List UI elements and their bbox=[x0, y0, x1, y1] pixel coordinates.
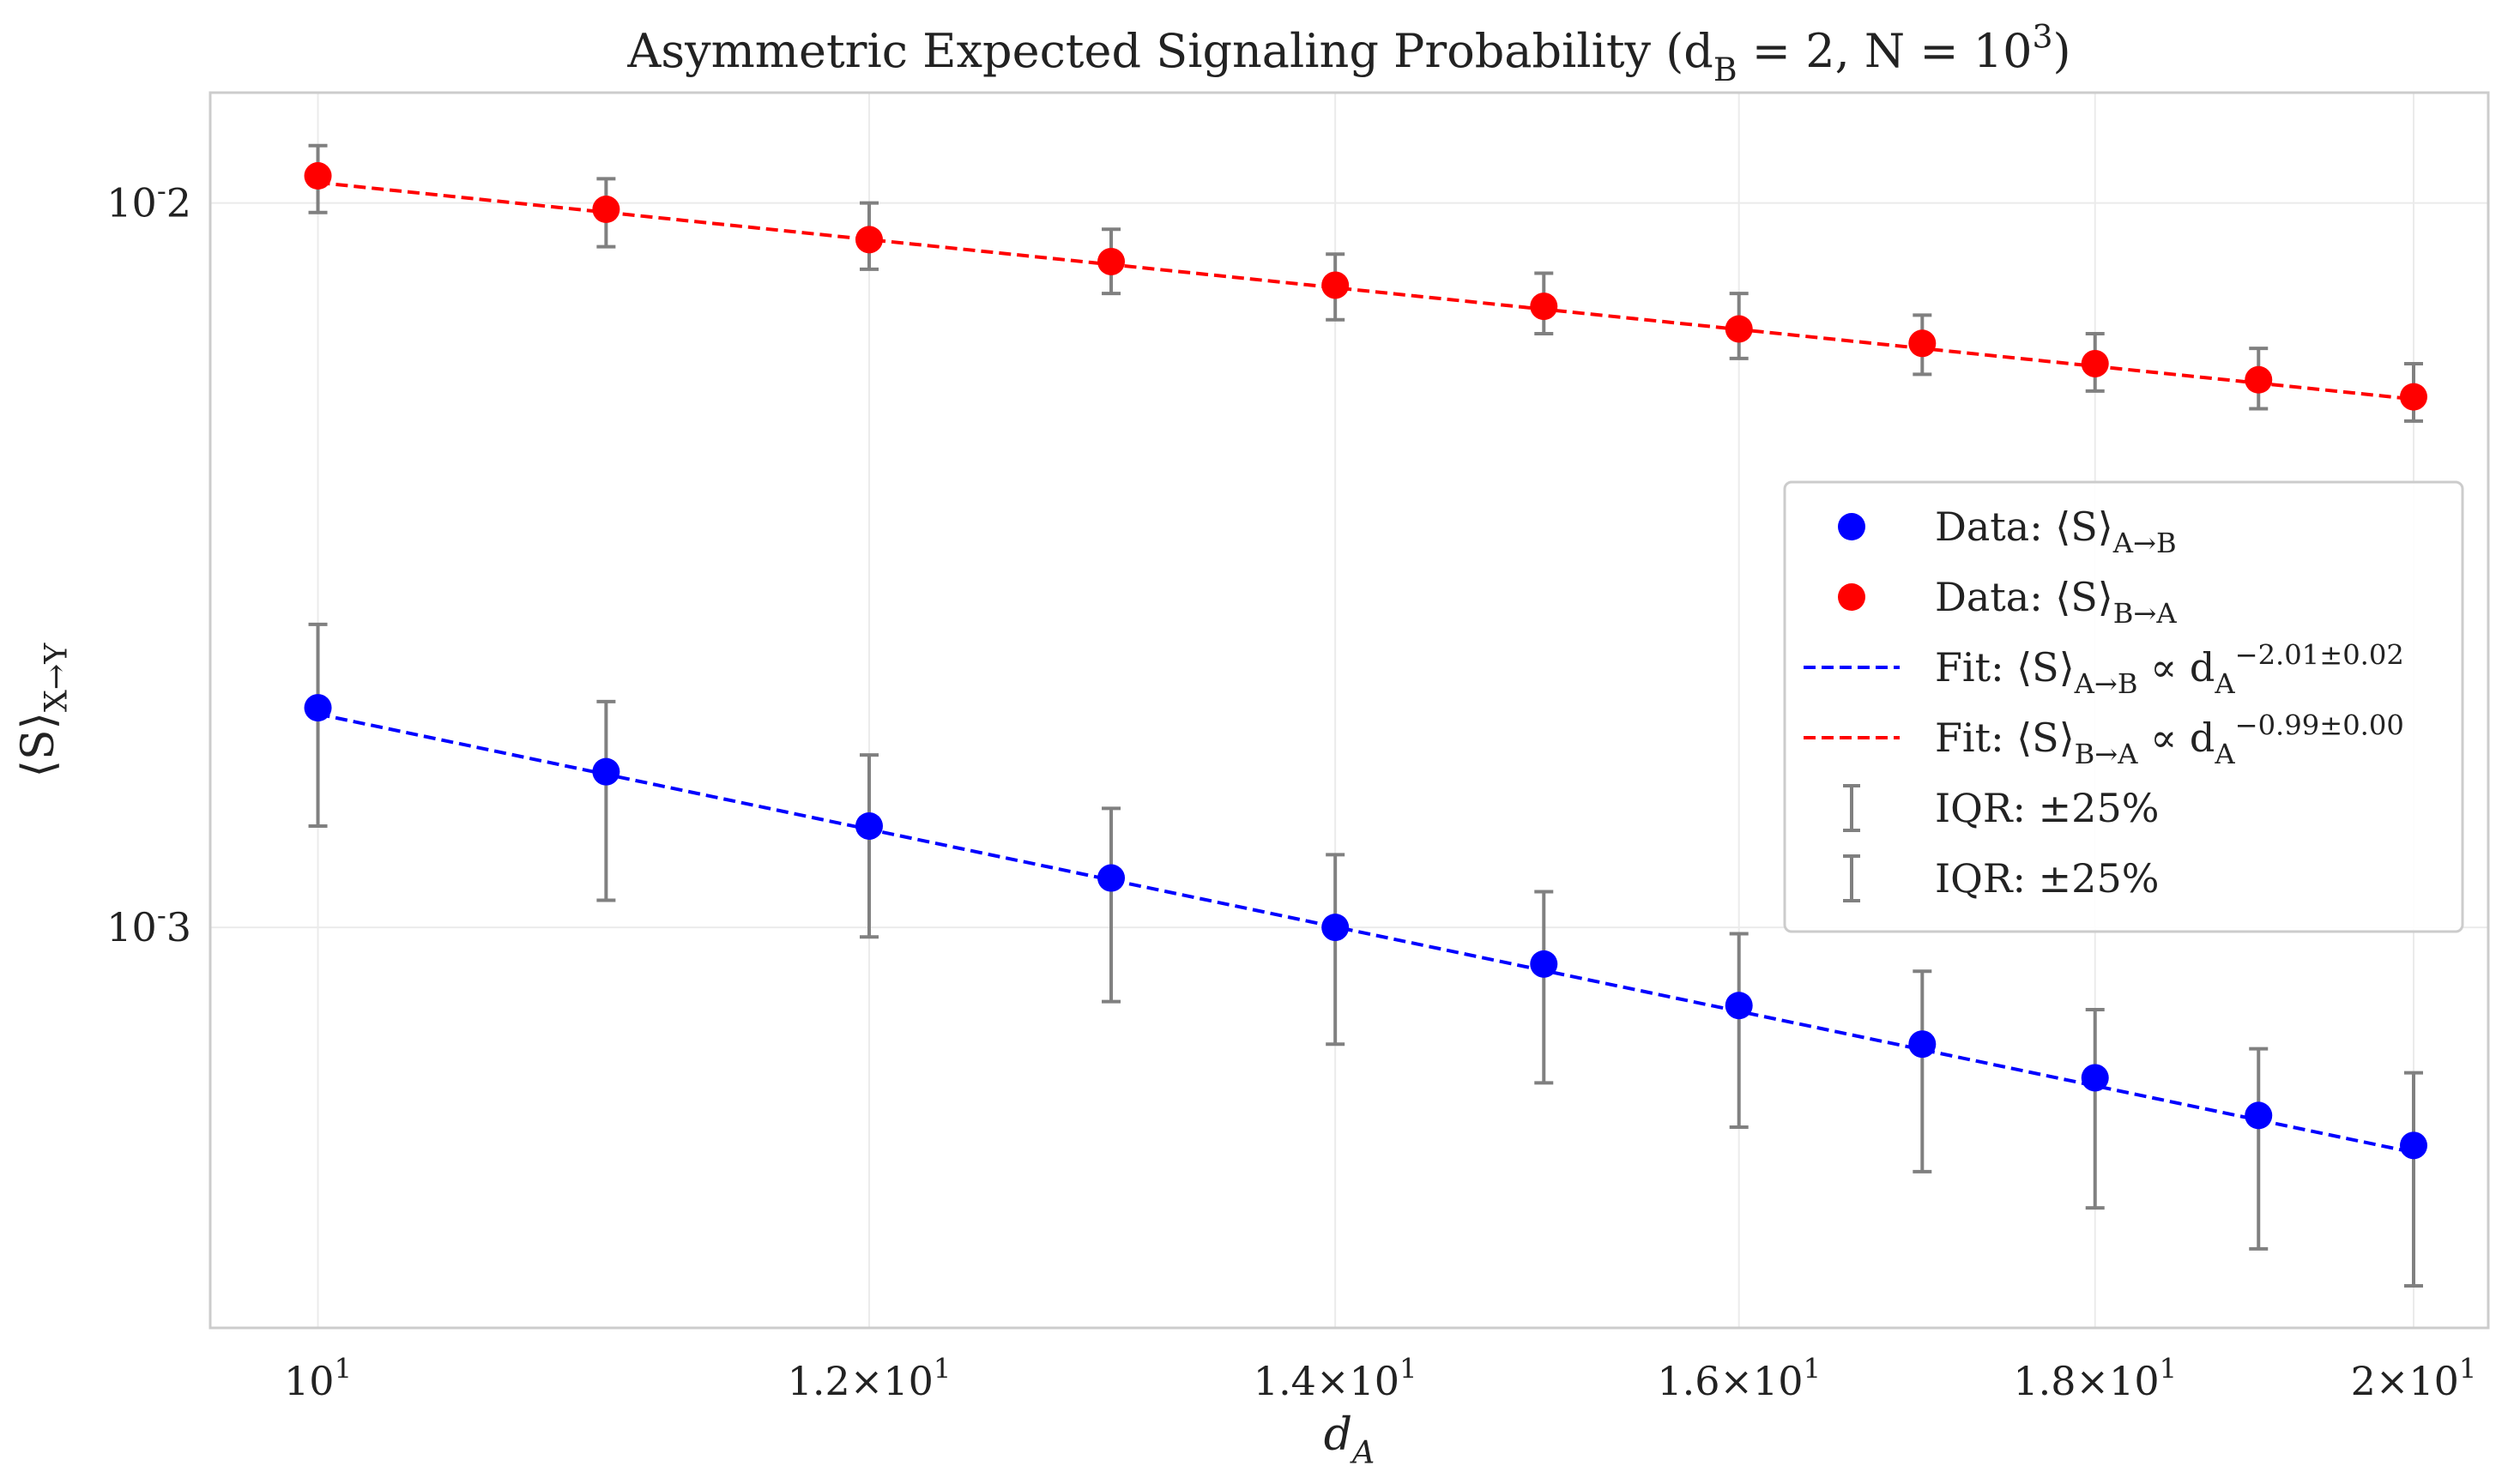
fit-lines bbox=[317, 180, 2414, 1155]
x-tick-label: 1.2×101​ bbox=[788, 1353, 952, 1404]
x-tick-label: 1.6×101​ bbox=[1657, 1353, 1821, 1404]
legend-box bbox=[1783, 480, 2464, 933]
legend-label: Fit: ⟨S⟩A→B​ ∝ dA​−2.01±0.02​ bbox=[1935, 639, 2404, 700]
x-tick-label: 101​ bbox=[284, 1353, 352, 1404]
legend: Data: ⟨S⟩A→B​ Data: ⟨S⟩B→A​ Fit: ⟨S⟩A→B​ ∝… bbox=[1783, 480, 2464, 933]
data-point-series-2 bbox=[2081, 349, 2109, 377]
plot-frame bbox=[208, 91, 2490, 1330]
data-point-series-1 bbox=[1908, 1030, 1937, 1059]
legend-marker-dot bbox=[1838, 513, 1865, 540]
data-point-series-2 bbox=[1908, 329, 1937, 358]
chart-title: Asymmetric Expected Signaling Probabilit… bbox=[626, 17, 2070, 88]
data-point-series-1 bbox=[2399, 1131, 2427, 1160]
data-point-series-1 bbox=[2081, 1064, 2109, 1092]
error-bars bbox=[308, 143, 2423, 1288]
data-point-series-2 bbox=[1321, 271, 1350, 299]
data-point-series-2 bbox=[592, 196, 620, 224]
data-point-series-1 bbox=[855, 811, 883, 840]
data-point-series-2 bbox=[304, 162, 332, 190]
fit-line-fit-s-a-b-d-a-2-01-0-02 bbox=[317, 712, 2414, 1155]
legend-marker-dot bbox=[1838, 583, 1865, 611]
data-point-series-1 bbox=[304, 694, 332, 722]
data-point-series-1 bbox=[1097, 864, 1126, 892]
legend-label: IQR: ±25% bbox=[1935, 785, 2159, 831]
x-tick-label: 2×101​ bbox=[2351, 1353, 2477, 1404]
y-axis-label: ⟨S⟩X→Y​ bbox=[13, 642, 75, 778]
tick-labels: 101​ 1.2×101​ 1.4×101​ 1.6×101​ 1.8×101​ 2×10… bbox=[106, 174, 2476, 1404]
y-tick-label: 10-​3 bbox=[106, 899, 191, 950]
fit-line-fit-s-b-a-d-a-0-99-0-00 bbox=[317, 180, 2414, 401]
data-point-series-1 bbox=[2245, 1101, 2273, 1130]
data-point-series-1 bbox=[592, 757, 620, 786]
legend-label: Data: ⟨S⟩A→B​ bbox=[1935, 504, 2177, 559]
data-point-series-2 bbox=[1097, 247, 1126, 275]
data-point-series-1 bbox=[1530, 950, 1558, 978]
data-point-series-2 bbox=[855, 226, 883, 254]
x-tick-label: 1.8×101​ bbox=[2013, 1353, 2177, 1404]
x-axis-label: dA​ bbox=[1324, 1409, 1375, 1471]
y-tick-label: 10-​2 bbox=[106, 174, 191, 226]
data-point-series-1 bbox=[1321, 914, 1350, 942]
legend-label: IQR: ±25% bbox=[1935, 855, 2159, 902]
data-point-series-2 bbox=[1530, 293, 1558, 321]
x-tick-label: 1.4×101​ bbox=[1254, 1353, 1417, 1404]
data-points bbox=[304, 162, 2427, 1160]
data-point-series-2 bbox=[1725, 315, 1753, 343]
data-point-series-2 bbox=[2245, 365, 2273, 394]
legend-label: Fit: ⟨S⟩B→A​ ∝ dA​−0.99±0.00​ bbox=[1935, 709, 2404, 770]
legend-label: Data: ⟨S⟩B→A​ bbox=[1935, 574, 2177, 630]
data-point-series-1 bbox=[1725, 992, 1753, 1020]
data-point-series-2 bbox=[2399, 383, 2427, 411]
